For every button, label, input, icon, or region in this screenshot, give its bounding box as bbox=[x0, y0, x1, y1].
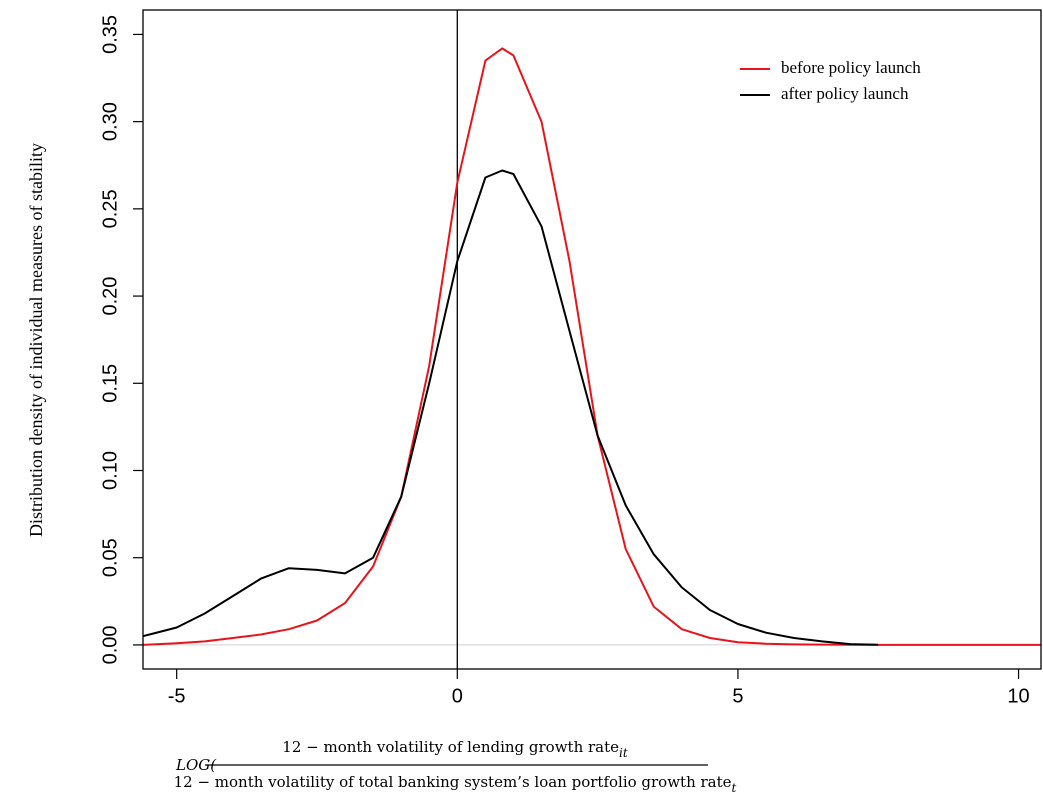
x-tick-label: -5 bbox=[168, 685, 186, 707]
x-label-numerator: 12 − month volatility of lending growth … bbox=[282, 738, 628, 760]
x-tick-label: 0 bbox=[452, 685, 463, 707]
numerator-text: 12 − month volatility of lending growth … bbox=[282, 738, 619, 756]
x-label-denominator: 12 − month volatility of total banking s… bbox=[174, 773, 737, 795]
density-line bbox=[143, 47, 1041, 646]
y-tick-label: 0.05 bbox=[99, 538, 121, 577]
y-tick-label: 0.00 bbox=[99, 625, 121, 664]
y-tick-label: 0.25 bbox=[99, 189, 121, 228]
y-tick-label: 0.10 bbox=[99, 451, 121, 490]
y-tick-label: 0.30 bbox=[99, 102, 121, 141]
denominator-subscript: t bbox=[732, 781, 737, 795]
denominator-text: 12 − month volatility of total banking s… bbox=[174, 773, 732, 791]
y-axis-label: Distribution density of individual measu… bbox=[26, 143, 46, 537]
y-tick-label: 0.15 bbox=[99, 364, 121, 403]
plot-area bbox=[143, 10, 1041, 669]
plot-frame bbox=[142, 9, 1042, 670]
x-tick-label: 10 bbox=[1007, 685, 1029, 707]
x-label-prefix: LOG( bbox=[175, 756, 217, 774]
x-tick-label: 5 bbox=[732, 685, 743, 707]
numerator-subscript: it bbox=[619, 746, 628, 760]
legend-label: before policy launch bbox=[781, 58, 921, 77]
density-line bbox=[143, 169, 879, 646]
y-tick-label: 0.35 bbox=[99, 15, 121, 54]
y-tick-label: 0.20 bbox=[99, 277, 121, 316]
legend-label: after policy launch bbox=[781, 84, 909, 103]
